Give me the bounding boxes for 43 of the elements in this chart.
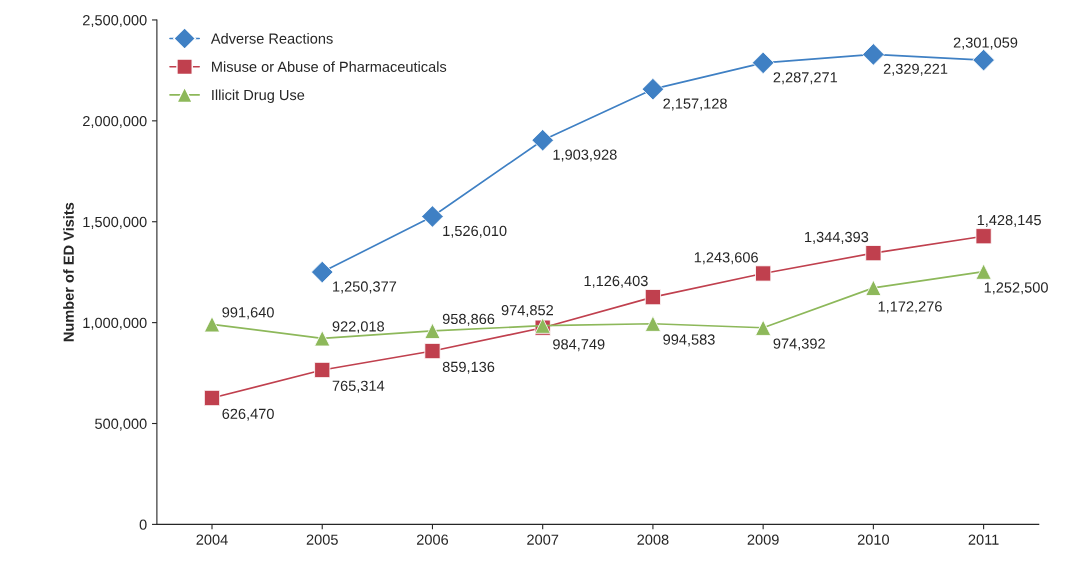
data-label: 2,287,271 xyxy=(773,72,838,85)
x-tick-label: 2008 xyxy=(637,534,669,545)
data-label: 1,526,010 xyxy=(443,225,507,238)
x-tick-label: 2005 xyxy=(306,534,338,545)
data-label: 1,252,500 xyxy=(984,282,1048,295)
x-tick-label: 2009 xyxy=(747,534,779,545)
y-tick-label: 2,000,000 xyxy=(83,115,147,128)
data-label: 1,344,393 xyxy=(805,231,869,244)
data-label: 922,018 xyxy=(332,321,385,334)
y-tick-label: 1,000,000 xyxy=(83,317,147,330)
data-label: 2,329,221 xyxy=(883,63,948,76)
data-label: 2,157,128 xyxy=(663,98,727,111)
x-tick-label: 2006 xyxy=(416,534,449,545)
point xyxy=(972,48,995,72)
data-label: 2,301,059 xyxy=(953,37,1018,50)
y-tick-label: 1,500,000 xyxy=(83,216,147,229)
data-label: 765,314 xyxy=(332,380,385,393)
data-label: 974,392 xyxy=(773,338,825,351)
data-label: 1,172,276 xyxy=(878,301,942,314)
data-label: 1,428,145 xyxy=(977,214,1041,227)
data-label: 974,852 xyxy=(501,305,554,318)
x-tick-label: 2010 xyxy=(857,534,890,545)
data-label: 991,640 xyxy=(222,307,274,320)
y-tick-label: 0 xyxy=(139,519,147,530)
x-tick-label: 2011 xyxy=(968,534,999,545)
point xyxy=(314,361,331,379)
y-tick-label: 2,500,000 xyxy=(83,15,147,28)
data-label: 626,470 xyxy=(222,408,274,421)
data-label: 994,583 xyxy=(663,334,715,347)
y-axis-title: Number of ED Visits xyxy=(63,202,74,342)
data-label: 859,136 xyxy=(442,361,495,374)
data-label: 1,126,403 xyxy=(584,275,648,288)
data-label: 1,903,928 xyxy=(553,149,617,162)
data-label: 958,866 xyxy=(442,313,495,326)
x-tick-label: 2007 xyxy=(527,534,559,545)
legend-label: Adverse Reactions xyxy=(210,33,333,44)
legend-label: Misuse or Abuse of Pharmaceuticals xyxy=(212,61,447,72)
data-label: 1,243,606 xyxy=(694,252,758,265)
data-label: 1,250,377 xyxy=(333,281,397,294)
data-label: 984,749 xyxy=(553,339,605,352)
y-tick-label: 500,000 xyxy=(95,418,147,431)
legend-label: Illicit Drug Use xyxy=(212,89,305,104)
x-tick-label: 2004 xyxy=(196,534,228,545)
